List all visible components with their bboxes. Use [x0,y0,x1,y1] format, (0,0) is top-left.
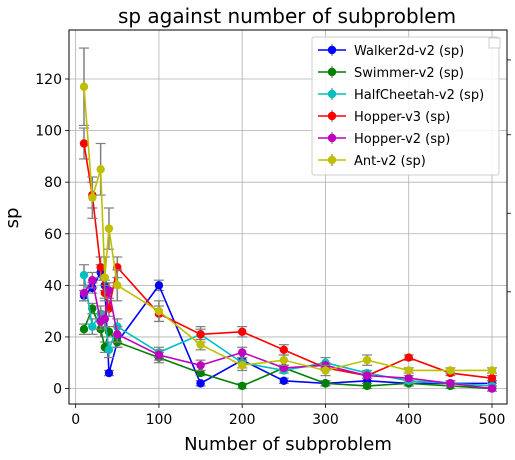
data-point [279,376,289,385]
legend-item: Ant-v2 (sp) [318,154,426,169]
x-tick-label: 200 [229,412,256,428]
x-axis-label: Number of subproblem [184,434,392,455]
x-tick-label: 400 [395,412,422,428]
chart-title: sp against number of subproblem [118,4,456,28]
data-point [104,224,114,233]
legend-marker [327,111,337,121]
legend-item: Swimmer-v2 (sp) [318,66,464,81]
data-point [487,384,497,393]
data-point [321,366,330,375]
data-point [100,273,110,282]
y-tick-label: 120 [35,72,62,88]
data-point [321,379,330,388]
data-point [446,379,455,388]
plot-frame [68,29,508,405]
data-point [238,348,247,357]
data-point [88,322,97,331]
data-point [279,345,289,355]
data-point [104,368,114,378]
data-point [113,281,122,290]
legend-marker [327,45,337,55]
legend-marker [327,89,337,99]
series-ant-v2-sp- [78,47,498,377]
data-point [404,366,413,375]
x-tick-label: 100 [146,412,173,428]
legend-item: HalfCheetah-v2 (sp) [318,88,484,103]
data-point [446,366,455,375]
data-point [238,381,247,391]
data-point [79,288,89,298]
legend-empty-box [488,37,501,49]
legend-item: Hopper-v3 (sp) [318,110,450,125]
series-halfcheetah-v2-sp- [78,264,498,391]
legend-label: Ant-v2 (sp) [354,154,426,169]
data-point [487,374,497,383]
series-hopper-v2-sp- [78,271,498,393]
series-layer [78,47,498,393]
y-tick-label: 60 [44,227,62,243]
legend-label: Swimmer-v2 (sp) [354,66,464,81]
axis-ticks: 0 100 200 300 400 500 0 20 40 60 80 100 120 [35,59,511,428]
data-point [404,374,413,383]
legend-label: HalfCheetah-v2 (sp) [354,88,484,103]
legend-label: Hopper-v2 (sp) [354,132,450,147]
data-point [113,330,122,339]
y-axis-label: sp [2,208,23,229]
data-point [154,281,164,290]
x-tick-label: 300 [312,412,339,428]
data-point [154,306,164,316]
data-point [100,314,110,324]
legend: Walker2d-v2 (sp) Swimmer-v2 (sp) HalfCheet… [311,36,501,176]
legend-label: Hopper-v3 (sp) [354,110,450,125]
data-point [238,361,247,370]
y-tick-label: 80 [44,175,62,191]
y-tick-label: 40 [44,278,62,294]
legend-marker [327,155,337,165]
data-point [362,371,372,380]
x-tick-label: 0 [71,412,80,428]
data-point [362,355,372,365]
series-line [83,274,493,387]
y-tick-label: 100 [35,124,62,140]
data-point [238,327,247,336]
data-point [196,379,205,388]
legend-marker [327,133,337,143]
series-line [83,270,493,385]
data-point [196,340,205,349]
y-tick-label: 20 [44,330,62,346]
data-point [404,353,413,362]
legend-box [311,36,500,176]
data-point [88,275,97,285]
data-point [79,82,89,91]
data-point [88,193,97,202]
data-point [279,355,289,365]
data-point [362,381,372,391]
data-point [154,350,164,360]
data-point [96,165,105,174]
data-point [79,270,89,280]
data-point [487,366,497,375]
data-point [196,361,205,370]
y-tick-label: 0 [53,382,62,398]
legend-item: Hopper-v2 (sp) [318,132,450,147]
data-point [96,263,105,272]
legend-item: Walker2d-v2 (sp) [318,44,464,59]
legend-label: Walker2d-v2 (sp) [354,44,464,59]
data-point [104,286,114,295]
legend-marker [327,67,337,77]
data-point [196,330,205,339]
data-point [79,139,89,148]
x-tick-label: 500 [479,412,506,428]
series-swimmer-v2-sp- [78,302,498,393]
data-point [104,345,114,355]
series-line [83,278,493,390]
data-point [79,325,89,334]
